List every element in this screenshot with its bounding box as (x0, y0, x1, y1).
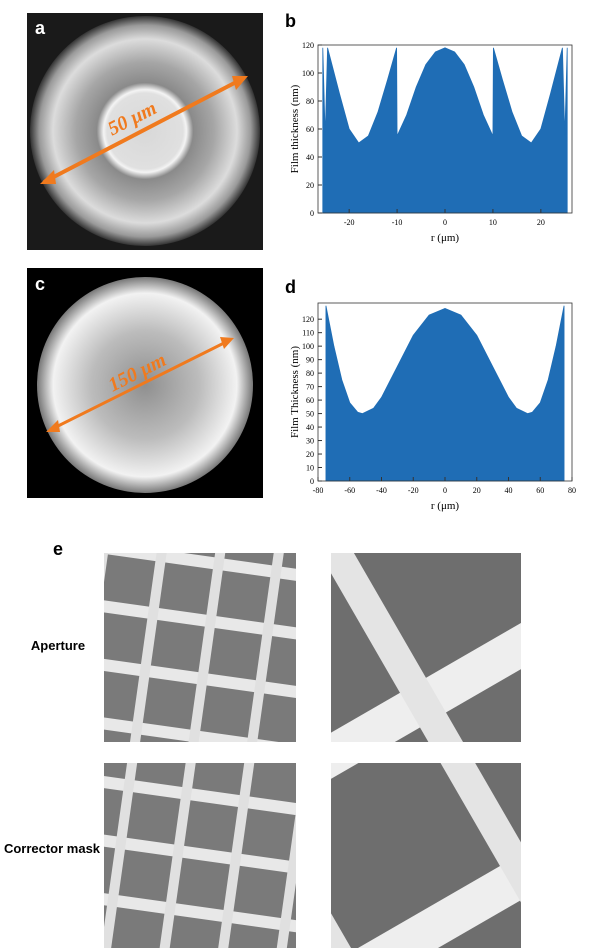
x-tick-label: -80 (313, 486, 324, 495)
y-tick-label: 10 (306, 464, 314, 473)
x-axis-label: r (μm) (431, 232, 460, 244)
x-tick-label: 10 (489, 218, 497, 227)
arrowhead (220, 337, 234, 349)
panel-label: b (285, 11, 296, 31)
y-tick-label: 100 (302, 69, 314, 78)
panel-label: a (35, 18, 46, 38)
y-tick-label: 40 (306, 423, 314, 432)
y-tick-label: 50 (306, 410, 314, 419)
x-tick-label: -60 (344, 486, 355, 495)
y-tick-label: 20 (306, 181, 314, 190)
panel-label: c (35, 274, 45, 294)
micrograph (104, 553, 296, 742)
y-tick-label: 40 (306, 153, 314, 162)
x-tick-label: -20 (344, 218, 355, 227)
y-tick-label: 0 (310, 477, 314, 486)
area (322, 47, 568, 214)
row-label: Corrector mask (3, 841, 101, 856)
y-tick-label: 20 (306, 450, 314, 459)
x-tick-label: 20 (473, 486, 481, 495)
x-tick-label: 80 (568, 486, 576, 495)
row-label-box: Corrector mask (3, 841, 101, 856)
micrograph (104, 763, 296, 948)
y-tick-label: 100 (302, 342, 314, 351)
y-axis-label: Film Thickness (nm) (289, 346, 301, 438)
x-tick-label: 40 (505, 486, 513, 495)
y-tick-label: 90 (306, 356, 314, 365)
panel-label: d (285, 277, 296, 297)
arrowhead (232, 76, 248, 90)
y-tick-label: 110 (302, 329, 314, 338)
disc (37, 277, 253, 493)
arrow (43, 76, 245, 184)
area (325, 305, 565, 482)
row-label: Aperture (31, 638, 85, 653)
y-tick-label: 0 (310, 209, 314, 218)
y-tick-label: 60 (306, 125, 314, 134)
x-tick-label: 0 (443, 486, 447, 495)
x-tick-label: 20 (537, 218, 545, 227)
arrow (49, 338, 231, 432)
micrograph (331, 763, 521, 948)
x-tick-label: -20 (408, 486, 419, 495)
x-tick-label: -10 (392, 218, 403, 227)
y-tick-label: 70 (306, 383, 314, 392)
y-tick-label: 80 (306, 97, 314, 106)
x-axis-label: r (μm) (431, 500, 460, 512)
panel-label: e (53, 539, 63, 559)
x-tick-label: -40 (376, 486, 387, 495)
y-tick-label: 80 (306, 369, 314, 378)
arrowhead (40, 170, 56, 184)
y-tick-label: 120 (302, 315, 314, 324)
y-axis-label: Film thickness (nm) (289, 84, 301, 173)
y-tick-label: 120 (302, 41, 314, 50)
x-tick-label: 0 (443, 218, 447, 227)
micrograph (331, 553, 521, 742)
arrowhead (46, 420, 60, 432)
y-tick-label: 30 (306, 437, 314, 446)
y-tick-label: 60 (306, 396, 314, 405)
x-tick-label: 60 (536, 486, 544, 495)
